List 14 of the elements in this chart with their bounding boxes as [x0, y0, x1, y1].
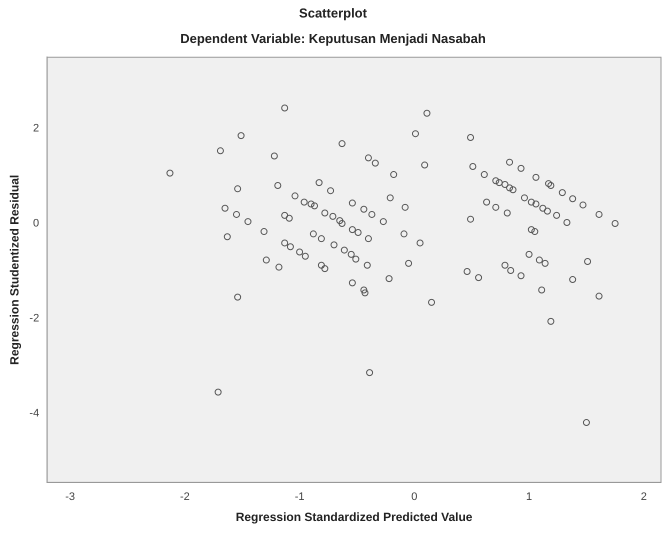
- x-tick-label: 1: [526, 491, 532, 504]
- x-tick-label: 0: [411, 491, 418, 504]
- y-tick-label: 0: [33, 218, 40, 230]
- x-tick-label: -3: [65, 491, 76, 504]
- y-tick-label: 2: [33, 122, 40, 134]
- x-axis-title: Regression Standardized Predicted Value: [236, 510, 473, 524]
- x-tick-label: 2: [640, 491, 647, 504]
- x-tick-label: -1: [294, 491, 304, 504]
- chart-title: Scatterplot: [299, 5, 368, 20]
- x-tick-label: -2: [180, 491, 190, 504]
- y-tick-label: -2: [29, 312, 40, 325]
- y-axis-title: Regression Studentized Residual: [8, 174, 22, 365]
- chart-subtitle: Dependent Variable: Keputusan Menjadi Nasabah: [180, 30, 486, 46]
- y-tick-label: -4: [29, 408, 40, 420]
